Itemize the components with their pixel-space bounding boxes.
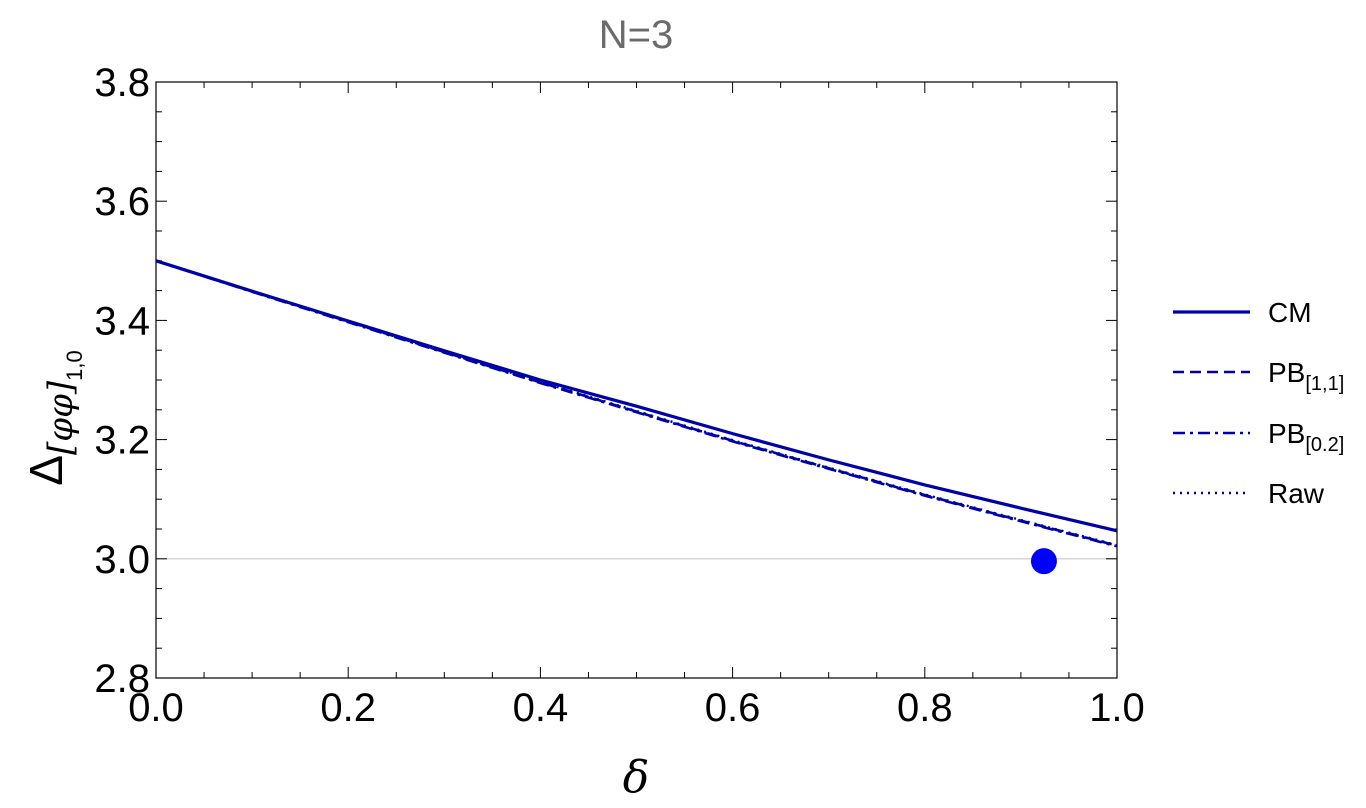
y-tick-label: 3.2 (94, 419, 150, 463)
series-line-cm (155, 259, 1118, 533)
legend: CM PB[1,1] PB[0.2] Raw (1173, 297, 1344, 509)
y-tick-label: 3.6 (94, 180, 150, 224)
series-line-pb-0-2- (155, 259, 1118, 548)
y-tick-label: 2.8 (94, 657, 150, 701)
series-line-raw (155, 259, 1118, 547)
legend-label: Raw (1268, 478, 1325, 509)
chart-title: N=3 (599, 13, 674, 57)
legend-label: CM (1268, 297, 1312, 328)
legend-label: PB[1,1] (1268, 357, 1344, 395)
plot-area: 0.0 0.2 0.4 0.6 0.8 1.0 2.8 3.0 3.2 3.4 3.6 3.8 (94, 61, 1144, 730)
data-point (1030, 548, 1057, 575)
y-tick-label: 3.8 (94, 61, 150, 105)
y-axis-title-sub: [φφ] (41, 380, 81, 455)
x-axis-title: δ (623, 752, 650, 803)
x-tick-label: 0.4 (513, 686, 569, 730)
x-tick-label: 0.6 (705, 686, 761, 730)
x-tick-label: 1.0 (1089, 686, 1145, 730)
x-tick-label: 0.0 (128, 686, 184, 730)
x-tick-label: 0.8 (897, 686, 953, 730)
y-axis-title-main: Δ (20, 455, 72, 486)
y-axis-title: Δ[φφ]1,0 (20, 350, 87, 485)
x-tick-label: 0.2 (320, 686, 376, 730)
y-tick-label: 3.0 (94, 538, 150, 582)
plot-frame (155, 81, 1118, 679)
y-axis-title-subsub: 1,0 (62, 350, 87, 381)
svg-text:Δ[φφ]1,0: Δ[φφ]1,0 (20, 350, 87, 485)
legend-label: PB[0.2] (1268, 418, 1344, 456)
series-line-pb-1-1- (155, 259, 1118, 547)
y-tick-label: 3.4 (94, 299, 150, 343)
